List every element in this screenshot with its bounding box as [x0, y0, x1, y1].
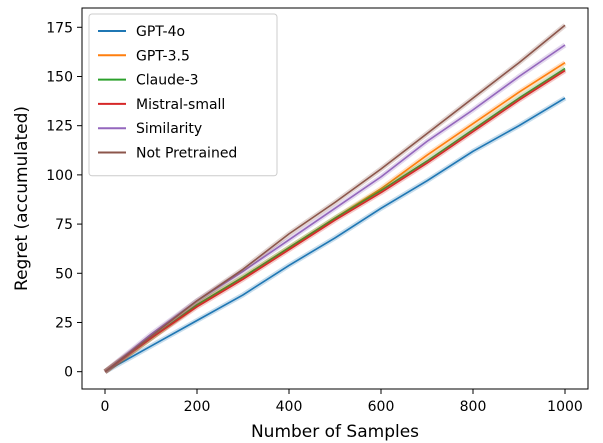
- legend-label-4: Similarity: [136, 121, 202, 137]
- x-axis: 0 200 400 600 800 1000: [101, 389, 583, 415]
- y-tick-label-1: 25: [55, 315, 73, 331]
- series-line-5: [104, 24, 566, 373]
- legend-label-0: GPT-4o: [136, 24, 185, 40]
- x-tick-label-4: 800: [460, 399, 487, 415]
- x-axis-label: Number of Samples: [251, 422, 419, 442]
- y-tick-label-0: 0: [64, 365, 73, 381]
- legend-label-3: Mistral-small: [136, 97, 225, 113]
- y-tick-label-2: 50: [55, 266, 73, 282]
- legend-box: [88, 13, 278, 177]
- series-line-0: [104, 97, 566, 373]
- y-tick-label-3: 75: [55, 217, 73, 233]
- legend: GPT-4o GPT-3.5 Claude-3 Mistral-small Simila…: [88, 13, 278, 177]
- x-tick-label-2: 400: [276, 399, 303, 415]
- x-tick-label-3: 600: [368, 399, 395, 415]
- legend-label-5: Not Pretrained: [136, 146, 237, 162]
- y-axis-label: Regret (accumulated): [12, 106, 32, 291]
- x-tick-label-0: 0: [101, 399, 110, 415]
- series-line-3: [104, 69, 566, 373]
- series-lines: [103, 23, 567, 374]
- y-tick-label-7: 175: [46, 20, 73, 36]
- y-tick-label-6: 150: [46, 69, 73, 85]
- y-tick-label-4: 100: [46, 168, 73, 184]
- series-line-2: [104, 67, 566, 373]
- x-tick-label-5: 1000: [547, 399, 583, 415]
- legend-label-2: Claude-3: [136, 73, 199, 89]
- plot-frame: [81, 7, 589, 390]
- x-tick-label-1: 200: [184, 399, 211, 415]
- legend-label-1: GPT-3.5: [136, 48, 190, 64]
- y-axis: 0 25 50 75 100 125 150 175: [46, 20, 82, 381]
- y-tick-label-5: 125: [46, 119, 73, 135]
